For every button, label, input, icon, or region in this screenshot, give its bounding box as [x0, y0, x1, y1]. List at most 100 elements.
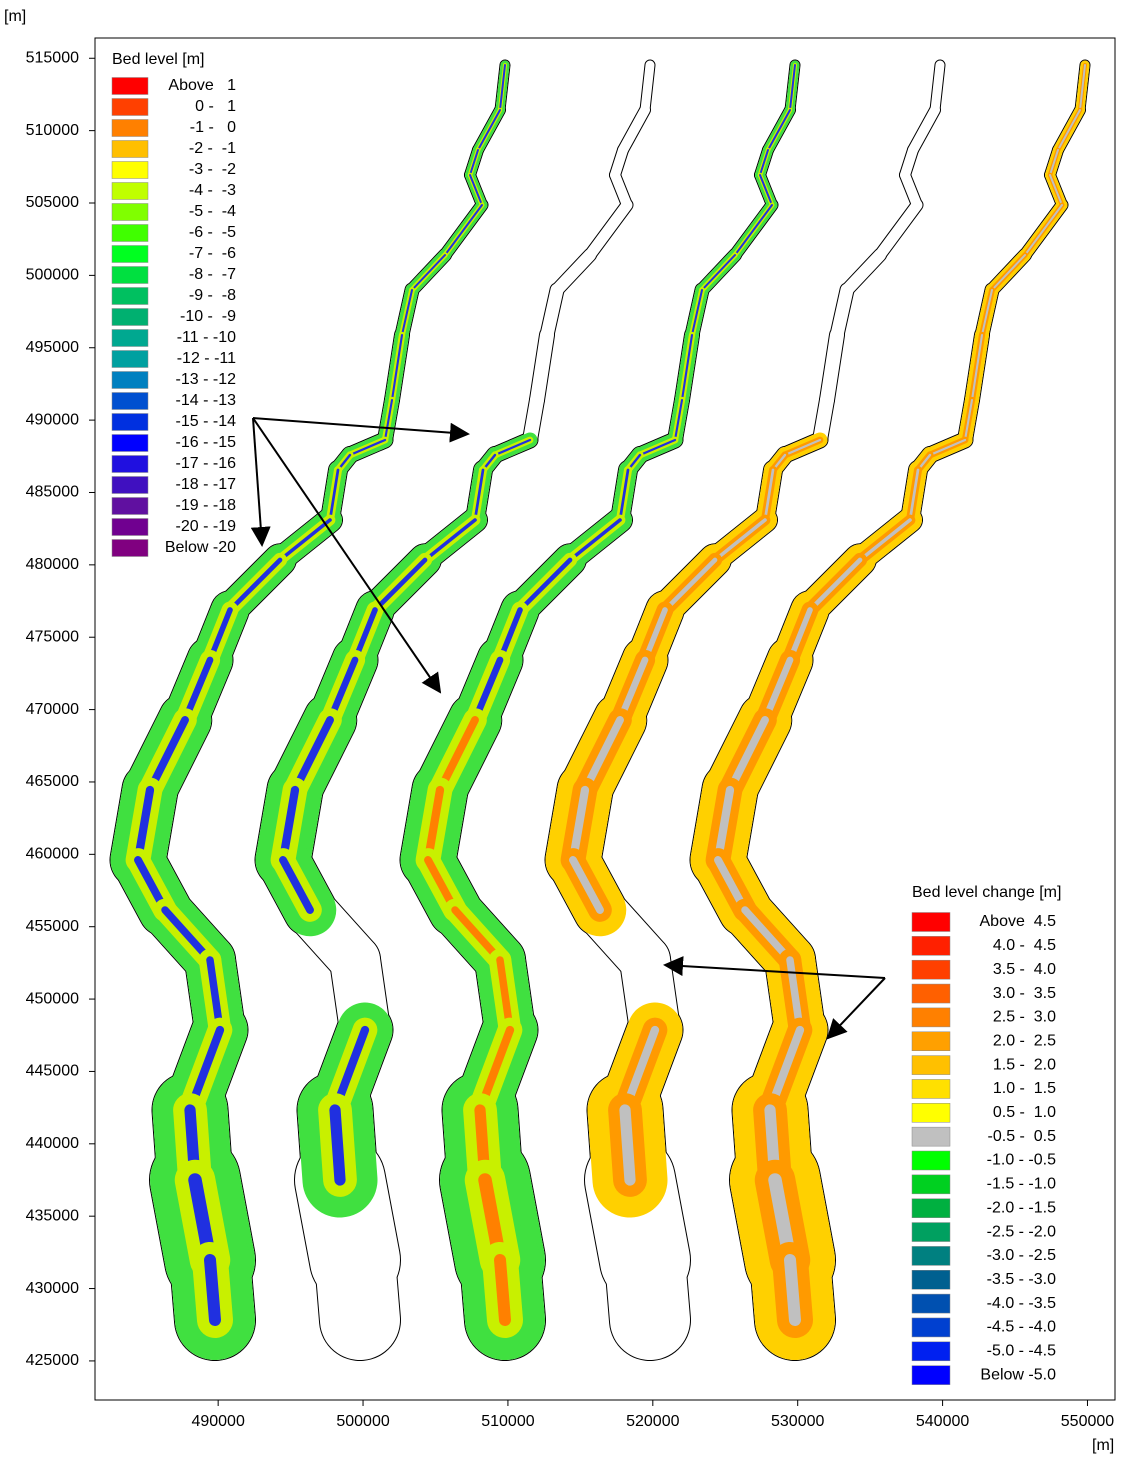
- legend-label: -9 - -8: [189, 287, 236, 304]
- legend-label: -3.0 - -2.5: [987, 1247, 1056, 1264]
- river-fill: [874, 199, 923, 261]
- x-tick-label: 530000: [771, 1413, 824, 1430]
- legend-label: -3.5 - -3.0: [987, 1271, 1056, 1288]
- river-core: [390, 333, 404, 402]
- river-fill: [540, 283, 564, 342]
- y-tick-label: 505000: [26, 194, 79, 211]
- river-core: [477, 109, 501, 151]
- river-core: [783, 438, 822, 457]
- legend-swatch: [111, 455, 149, 473]
- legend-swatch: [911, 1126, 951, 1147]
- river-core: [963, 398, 974, 442]
- y-tick-label: 500000: [26, 267, 79, 284]
- legend-label: -10 - -9: [180, 308, 236, 325]
- legend-label: Above 1: [168, 77, 236, 94]
- river-fill: [841, 249, 886, 296]
- river-fill: [551, 249, 596, 296]
- legend-label: -3 - -2: [189, 161, 236, 178]
- y-tick-label: 465000: [26, 773, 79, 790]
- legend-label: 1.5 - 2.0: [993, 1056, 1056, 1073]
- river-core: [469, 149, 479, 176]
- river-core: [279, 856, 314, 914]
- river-core: [278, 518, 332, 562]
- river-core: [291, 716, 334, 794]
- river-core: [146, 716, 189, 794]
- river-core: [970, 333, 984, 402]
- legend-swatch: [111, 224, 149, 242]
- river-core: [411, 254, 446, 291]
- legend-swatch: [111, 119, 149, 137]
- y-tick-label: 480000: [26, 556, 79, 573]
- river-core: [680, 333, 694, 402]
- river-core: [499, 64, 506, 111]
- river-core: [372, 557, 428, 613]
- legend-label: -13 - -12: [176, 371, 237, 388]
- river-fill: [584, 199, 633, 261]
- river-core: [858, 518, 912, 562]
- legend-label: -19 - -18: [176, 497, 237, 514]
- legend-swatch: [111, 77, 149, 95]
- legend-label: -4.0 - -3.5: [987, 1295, 1056, 1312]
- river-core: [423, 518, 477, 562]
- river-core: [436, 716, 479, 794]
- river-fill: [930, 60, 945, 115]
- river-core: [908, 468, 920, 522]
- river-core: [981, 289, 993, 336]
- legend-label: -16 - -15: [176, 434, 237, 451]
- y-tick-label: 490000: [26, 411, 79, 428]
- y-tick-label: 470000: [26, 701, 79, 718]
- legend-swatch: [911, 1365, 951, 1385]
- river-core: [763, 468, 775, 522]
- x-tick-label: 510000: [481, 1413, 534, 1430]
- y-tick-label: 510000: [26, 122, 79, 139]
- legend-label: -7 - -6: [189, 245, 236, 262]
- legend-label: 4.0 - 4.5: [993, 937, 1056, 954]
- legend-swatch: [111, 203, 149, 221]
- river-core: [673, 398, 684, 442]
- river-core: [568, 518, 622, 562]
- legend-swatch: [911, 936, 951, 956]
- river-core: [469, 174, 483, 206]
- river-core: [568, 785, 590, 865]
- river-core: [423, 785, 445, 865]
- river-core: [569, 856, 604, 914]
- legend-label: 0.5 - 1.0: [993, 1104, 1056, 1121]
- legend-label: -17 - -16: [176, 455, 237, 472]
- river-core: [133, 785, 155, 865]
- legend-swatch: [111, 287, 149, 305]
- river-core: [581, 716, 624, 794]
- legend-label: -5.0 - -4.5: [987, 1343, 1056, 1360]
- y-tick-label: 450000: [26, 990, 79, 1007]
- legend-swatch: [911, 1055, 951, 1075]
- legend-swatch: [111, 539, 149, 557]
- river-core: [1079, 64, 1086, 111]
- x-tick-label: 550000: [1061, 1413, 1114, 1430]
- legend-swatch: [111, 266, 149, 284]
- legend-swatch: [911, 1031, 951, 1051]
- legend-swatch: [111, 350, 149, 368]
- river-fill: [530, 328, 554, 407]
- legend-label: 0 - 1: [195, 98, 236, 115]
- river-core: [328, 468, 340, 522]
- river-core: [517, 557, 573, 613]
- x-tick-label: 540000: [916, 1413, 969, 1430]
- legend-label: -5 - -4: [189, 203, 236, 220]
- legend-swatch: [111, 308, 149, 326]
- legend-swatch: [911, 1174, 951, 1195]
- legend-title: Bed level [m]: [112, 51, 204, 68]
- legend-swatch: [911, 1103, 951, 1123]
- river-core: [928, 438, 967, 457]
- legend-swatch: [111, 161, 149, 179]
- legend-swatch: [911, 1341, 951, 1362]
- river-core: [638, 438, 677, 457]
- river-fill: [605, 1220, 690, 1360]
- x-tick-label: 490000: [191, 1413, 244, 1430]
- legend-swatch: [911, 912, 951, 932]
- river-core: [329, 1104, 346, 1186]
- legend-label: -18 - -17: [176, 476, 237, 493]
- river-core: [759, 174, 773, 206]
- y-tick-label: 460000: [26, 846, 79, 863]
- legend-label: 2.0 - 2.5: [993, 1032, 1056, 1049]
- river-core: [1049, 149, 1059, 176]
